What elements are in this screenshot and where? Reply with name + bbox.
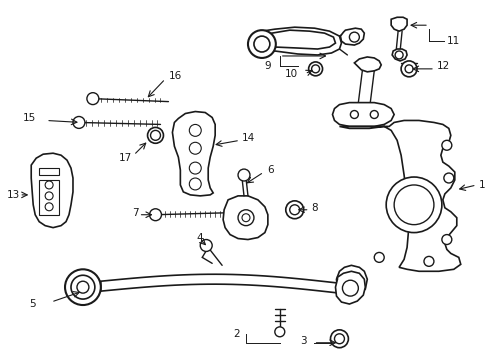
- Polygon shape: [39, 180, 59, 215]
- Circle shape: [45, 203, 53, 211]
- Circle shape: [147, 127, 163, 143]
- Text: 2: 2: [233, 329, 239, 339]
- Circle shape: [393, 185, 433, 225]
- Text: 8: 8: [311, 203, 318, 213]
- Polygon shape: [31, 153, 73, 228]
- Text: 1: 1: [478, 180, 484, 190]
- Circle shape: [247, 30, 275, 58]
- Circle shape: [441, 140, 451, 150]
- Circle shape: [274, 327, 284, 337]
- Text: 5: 5: [29, 299, 36, 309]
- Circle shape: [189, 142, 201, 154]
- Circle shape: [285, 201, 303, 219]
- Polygon shape: [390, 17, 406, 31]
- Text: 3: 3: [299, 336, 305, 346]
- Text: 9: 9: [264, 61, 270, 71]
- Polygon shape: [339, 121, 460, 271]
- Circle shape: [400, 61, 416, 77]
- Text: 15: 15: [23, 113, 37, 123]
- Circle shape: [73, 117, 85, 129]
- Text: 12: 12: [436, 61, 449, 71]
- Circle shape: [386, 177, 441, 233]
- Circle shape: [349, 32, 359, 42]
- Text: 16: 16: [168, 71, 182, 81]
- Circle shape: [394, 51, 402, 59]
- Circle shape: [289, 205, 299, 215]
- Circle shape: [334, 334, 344, 344]
- Circle shape: [373, 252, 384, 262]
- Text: 4: 4: [196, 233, 203, 243]
- Polygon shape: [335, 271, 365, 304]
- Circle shape: [441, 235, 451, 244]
- Circle shape: [149, 209, 161, 221]
- Circle shape: [443, 173, 453, 183]
- Polygon shape: [262, 27, 341, 57]
- Circle shape: [189, 162, 201, 174]
- Circle shape: [45, 192, 53, 200]
- Polygon shape: [340, 28, 364, 45]
- Circle shape: [311, 65, 319, 73]
- Circle shape: [71, 275, 95, 299]
- Circle shape: [308, 62, 322, 76]
- Circle shape: [200, 239, 212, 251]
- Polygon shape: [336, 265, 366, 296]
- Text: 10: 10: [284, 69, 297, 79]
- Circle shape: [330, 330, 347, 348]
- Text: 13: 13: [6, 190, 20, 200]
- Circle shape: [342, 280, 358, 296]
- Polygon shape: [354, 57, 381, 72]
- Circle shape: [45, 181, 53, 189]
- Circle shape: [189, 125, 201, 136]
- Text: 17: 17: [119, 153, 132, 163]
- Circle shape: [253, 36, 269, 52]
- Circle shape: [77, 281, 89, 293]
- Circle shape: [238, 169, 249, 181]
- Circle shape: [150, 130, 160, 140]
- Polygon shape: [391, 49, 406, 61]
- Circle shape: [423, 256, 433, 266]
- Circle shape: [369, 111, 377, 118]
- Polygon shape: [39, 168, 59, 175]
- Polygon shape: [172, 112, 215, 196]
- Polygon shape: [223, 196, 267, 239]
- Polygon shape: [101, 274, 339, 293]
- Circle shape: [242, 214, 249, 222]
- Circle shape: [238, 210, 253, 226]
- Circle shape: [350, 111, 358, 118]
- Circle shape: [189, 178, 201, 190]
- Circle shape: [87, 93, 99, 105]
- Circle shape: [404, 65, 412, 73]
- Text: 14: 14: [242, 133, 255, 143]
- Circle shape: [65, 269, 101, 305]
- Text: 7: 7: [132, 208, 138, 218]
- Text: 11: 11: [446, 36, 459, 46]
- Text: 6: 6: [266, 165, 273, 175]
- Polygon shape: [332, 103, 393, 126]
